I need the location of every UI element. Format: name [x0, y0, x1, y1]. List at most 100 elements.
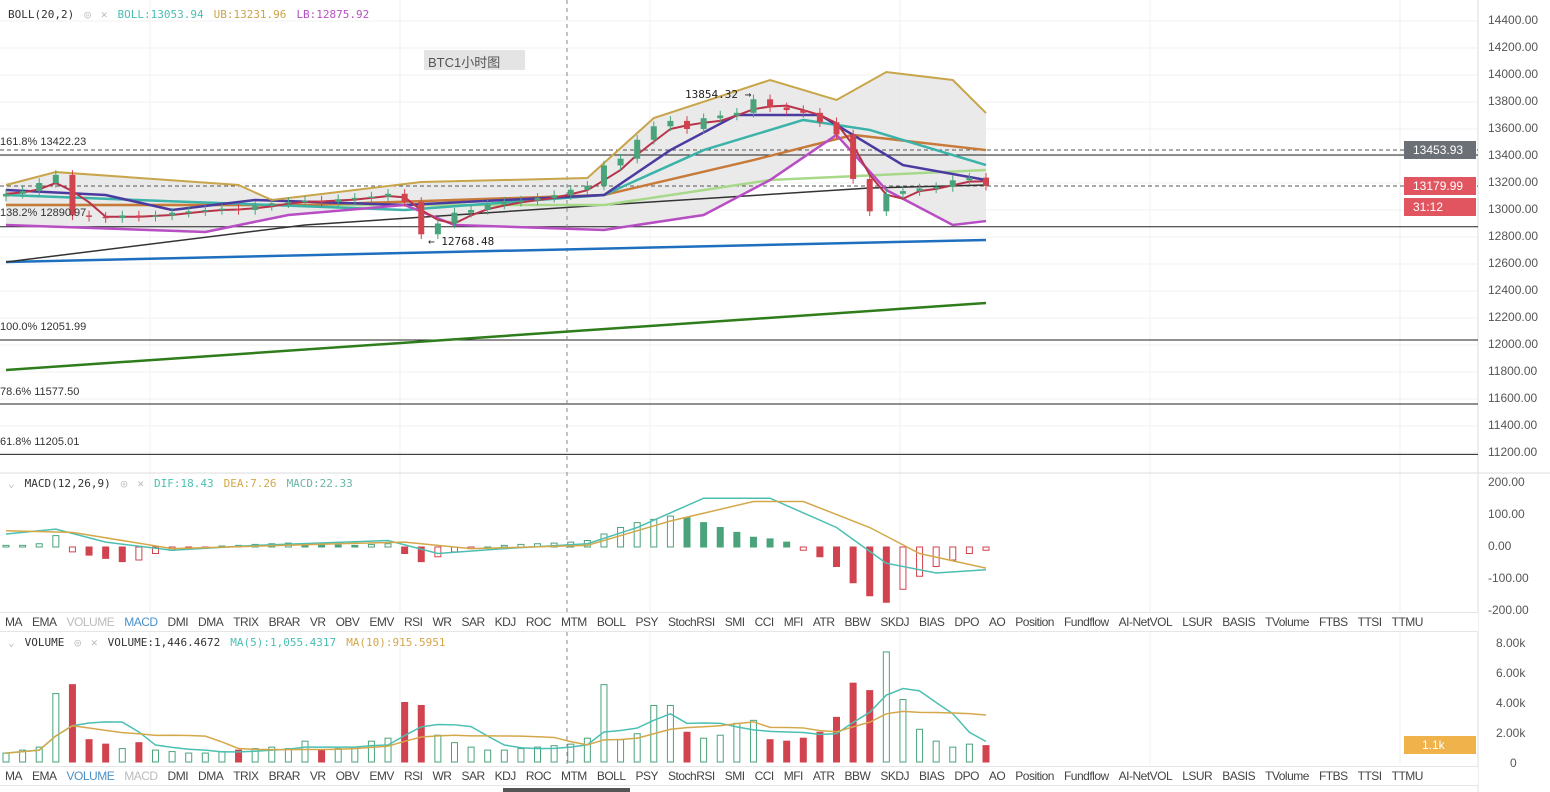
- indicator-tab-bbw[interactable]: BBW: [844, 615, 871, 629]
- indicator-tab-ttmu[interactable]: TTMU: [1391, 769, 1424, 783]
- indicator-tab-obv[interactable]: OBV: [335, 615, 360, 629]
- indicator-tab-lsur[interactable]: LSUR: [1182, 769, 1213, 783]
- indicator-tab-basis[interactable]: BASIS: [1222, 769, 1256, 783]
- indicator-tab-ttsi[interactable]: TTSI: [1357, 615, 1383, 629]
- indicator-tab-kdj[interactable]: KDJ: [494, 769, 517, 783]
- indicator-tabs-volume-pane: MA EMA VOLUME MACD DMI DMA TRIX BRAR VR OBV EMV RSI…: [0, 766, 1478, 786]
- indicator-tab-rsi[interactable]: RSI: [403, 769, 423, 783]
- indicator-tab-volume[interactable]: VOLUME: [66, 769, 115, 783]
- indicator-tab-bias[interactable]: BIAS: [919, 615, 945, 629]
- indicator-tab-vr[interactable]: VR: [309, 615, 326, 629]
- candle-body: [484, 204, 491, 210]
- candle-body: [850, 134, 857, 179]
- indicator-tab-dmi[interactable]: DMI: [167, 615, 189, 629]
- macd-histogram-bar: [2, 544, 10, 548]
- indicator-tab-boll[interactable]: BOLL: [596, 615, 626, 629]
- indicator-tab-ai-netvol[interactable]: AI-NetVOL: [1118, 615, 1173, 629]
- indicator-tab-ttmu[interactable]: TTMU: [1391, 615, 1424, 629]
- collapse-chevron-icon[interactable]: ⌄: [8, 477, 15, 490]
- indicator-tab-skdj[interactable]: SKDJ: [880, 615, 910, 629]
- indicator-tab-dpo[interactable]: DPO: [954, 769, 979, 783]
- indicator-tab-ema[interactable]: EMA: [32, 769, 57, 783]
- indicator-tab-atr[interactable]: ATR: [812, 769, 835, 783]
- indicator-tab-ema[interactable]: EMA: [32, 615, 57, 629]
- indicator-tab-smi[interactable]: SMI: [724, 615, 745, 629]
- settings-icon[interactable]: ◎: [120, 477, 128, 490]
- indicator-tab-mtm[interactable]: MTM: [560, 615, 587, 629]
- indicator-tab-brar[interactable]: BRAR: [268, 615, 301, 629]
- volume-ma10-value: MA(10):915.5951: [346, 636, 446, 649]
- indicator-tab-tvolume[interactable]: TVolume: [1265, 615, 1309, 629]
- indicator-tab-emv[interactable]: EMV: [369, 615, 394, 629]
- indicator-tab-tvolume[interactable]: TVolume: [1265, 769, 1309, 783]
- indicator-tab-ao[interactable]: AO: [988, 615, 1006, 629]
- indicator-tab-wr[interactable]: WR: [432, 769, 452, 783]
- indicator-tab-macd[interactable]: MACD: [124, 769, 158, 783]
- indicator-tab-stochrsi[interactable]: StochRSI: [668, 769, 715, 783]
- close-icon[interactable]: ✕: [137, 477, 144, 490]
- indicator-tab-dma[interactable]: DMA: [198, 615, 224, 629]
- indicator-tab-psy[interactable]: PSY: [635, 769, 659, 783]
- indicator-tab-sar[interactable]: SAR: [461, 769, 485, 783]
- indicator-tab-mtm[interactable]: MTM: [560, 769, 587, 783]
- horizontal-scrollbar[interactable]: [503, 788, 630, 792]
- indicator-tab-trix[interactable]: TRIX: [233, 615, 259, 629]
- indicator-tab-ftbs[interactable]: FTBS: [1318, 615, 1348, 629]
- indicator-tab-psy[interactable]: PSY: [635, 615, 659, 629]
- macd-histogram-bar: [766, 538, 774, 548]
- indicator-tab-bbw[interactable]: BBW: [844, 769, 871, 783]
- macd-histogram-bar: [916, 546, 924, 577]
- candle-body: [52, 174, 59, 183]
- indicator-tab-cci[interactable]: CCI: [754, 615, 775, 629]
- indicator-tab-macd[interactable]: MACD: [124, 615, 158, 629]
- indicator-tab-fundflow[interactable]: Fundflow: [1063, 615, 1109, 629]
- indicator-tab-dma[interactable]: DMA: [198, 769, 224, 783]
- candle-body: [434, 223, 441, 235]
- indicator-tab-cci[interactable]: CCI: [754, 769, 775, 783]
- indicator-tab-atr[interactable]: ATR: [812, 615, 835, 629]
- indicator-tab-volume[interactable]: VOLUME: [66, 615, 115, 629]
- indicator-tab-rsi[interactable]: RSI: [403, 615, 423, 629]
- indicator-tab-emv[interactable]: EMV: [369, 769, 394, 783]
- indicator-tab-stochrsi[interactable]: StochRSI: [668, 615, 715, 629]
- indicator-tab-ttsi[interactable]: TTSI: [1357, 769, 1383, 783]
- indicator-tab-wr[interactable]: WR: [432, 615, 452, 629]
- indicator-tab-ma[interactable]: MA: [5, 615, 23, 629]
- indicator-tab-ftbs[interactable]: FTBS: [1318, 769, 1348, 783]
- close-icon[interactable]: ✕: [100, 8, 108, 21]
- indicator-tab-basis[interactable]: BASIS: [1222, 615, 1256, 629]
- settings-icon[interactable]: ◎: [74, 636, 81, 649]
- collapse-chevron-icon[interactable]: ⌄: [8, 636, 15, 649]
- indicator-tab-trix[interactable]: TRIX: [233, 769, 259, 783]
- indicator-tab-ma[interactable]: MA: [5, 769, 23, 783]
- indicator-tab-kdj[interactable]: KDJ: [494, 615, 517, 629]
- settings-icon[interactable]: ◎: [84, 8, 91, 21]
- indicator-tab-dmi[interactable]: DMI: [167, 769, 189, 783]
- indicator-tab-ai-netvol[interactable]: AI-NetVOL: [1118, 769, 1173, 783]
- indicator-tab-roc[interactable]: ROC: [525, 769, 552, 783]
- indicator-tab-boll[interactable]: BOLL: [596, 769, 626, 783]
- indicator-tab-skdj[interactable]: SKDJ: [880, 769, 910, 783]
- indicator-tab-obv[interactable]: OBV: [335, 769, 360, 783]
- indicator-tab-mfi[interactable]: MFI: [783, 769, 804, 783]
- indicator-tab-ao[interactable]: AO: [988, 769, 1006, 783]
- indicator-tab-brar[interactable]: BRAR: [268, 769, 301, 783]
- indicator-tab-smi[interactable]: SMI: [724, 769, 745, 783]
- axis-tick-label: 200.00: [1488, 475, 1525, 489]
- indicator-tab-position[interactable]: Position: [1015, 615, 1054, 629]
- candle-body: [650, 126, 657, 140]
- indicator-tab-position[interactable]: Position: [1015, 769, 1054, 783]
- volume-bar: [633, 733, 641, 763]
- indicator-tab-fundflow[interactable]: Fundflow: [1063, 769, 1109, 783]
- indicator-tab-dpo[interactable]: DPO: [954, 615, 979, 629]
- indicator-tab-vr[interactable]: VR: [309, 769, 326, 783]
- indicator-tab-sar[interactable]: SAR: [461, 615, 485, 629]
- indicator-tab-mfi[interactable]: MFI: [783, 615, 804, 629]
- axis-tick-label: 100.00: [1488, 507, 1525, 521]
- volume-bar: [417, 704, 425, 763]
- indicator-tab-bias[interactable]: BIAS: [919, 769, 945, 783]
- indicator-tab-lsur[interactable]: LSUR: [1182, 615, 1213, 629]
- indicator-tab-roc[interactable]: ROC: [525, 615, 552, 629]
- close-icon[interactable]: ✕: [91, 636, 98, 649]
